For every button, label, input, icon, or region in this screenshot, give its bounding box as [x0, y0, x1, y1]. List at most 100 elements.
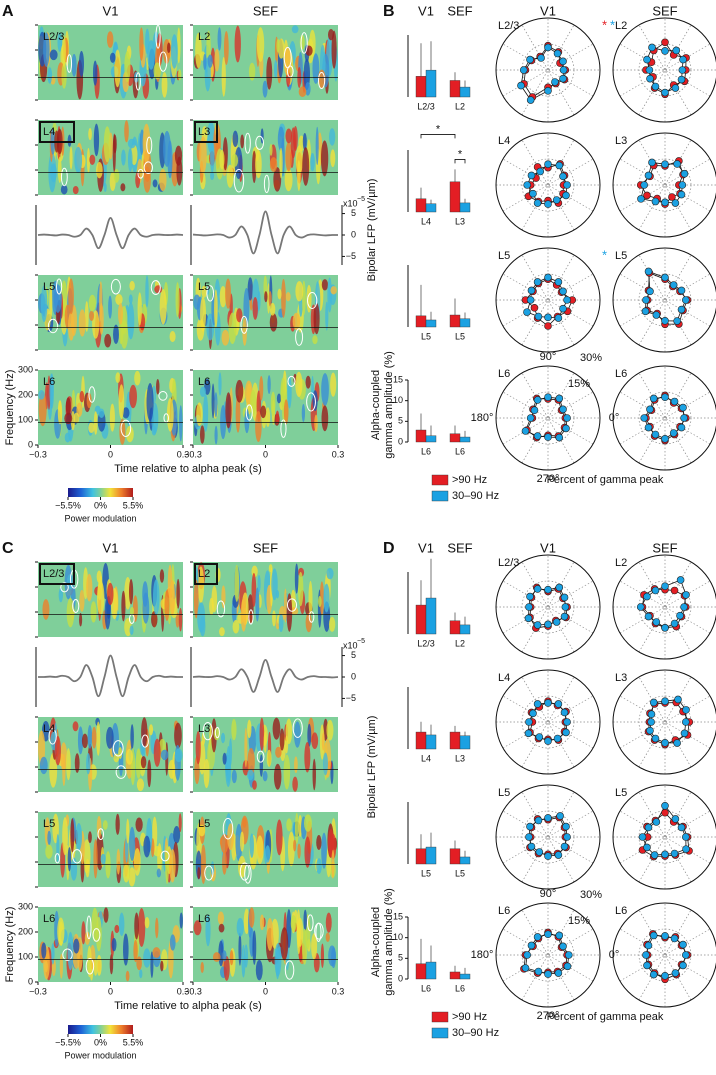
heat-blob: [128, 294, 133, 304]
heat-blob: [275, 948, 280, 980]
polar-point: [535, 848, 544, 856]
bar-category: L5: [421, 868, 431, 878]
heat-blob: [69, 146, 73, 170]
panel-label: A: [2, 3, 14, 20]
panel-label: C: [2, 540, 14, 557]
heat-blob: [129, 384, 137, 409]
heat-blob: [51, 943, 55, 965]
polar-point: [527, 941, 536, 950]
layer-label: L6: [615, 905, 627, 917]
polar-point: [559, 57, 567, 66]
heat-blob: [280, 927, 289, 961]
colorbar-label: 5.5%: [123, 500, 144, 510]
bar: [449, 848, 461, 865]
polar-point: [672, 46, 681, 55]
heat-blob: [311, 732, 319, 749]
heat-blob: [312, 758, 316, 791]
heat-blob: [193, 579, 199, 619]
polar-ring: [521, 158, 575, 212]
heat-blob: [221, 585, 226, 609]
wave-exponent: −5: [357, 196, 365, 203]
bar: [425, 435, 437, 443]
polar-point: [559, 172, 567, 181]
contour: [204, 865, 214, 881]
heat-blob: [283, 399, 289, 425]
heat-blob: [130, 724, 134, 750]
polar-point: [551, 78, 559, 86]
polar-point: [525, 718, 533, 726]
legend-label: 30–90 Hz: [452, 490, 499, 502]
heat-blob: [255, 959, 263, 981]
colorbar: [68, 488, 133, 497]
heat-blob: [157, 843, 162, 875]
polar-point: [544, 970, 552, 978]
bar-category: L6: [455, 446, 465, 456]
bar: [459, 318, 471, 328]
colorbar-label: 0%: [94, 1037, 107, 1047]
heat-blob: [133, 939, 138, 963]
polar-point: [525, 833, 533, 841]
heat-blob: [57, 156, 62, 183]
heat-blob: [222, 752, 227, 765]
bar: [459, 735, 471, 750]
heat-blob: [199, 425, 205, 444]
heat-blob: [248, 907, 255, 928]
polar-point: [671, 815, 680, 823]
heat-blob: [267, 375, 271, 395]
heat-blob: [91, 726, 97, 749]
heat-blob: [217, 911, 225, 925]
heat-blob: [223, 956, 230, 981]
polar-point: [637, 195, 645, 203]
bar: [425, 734, 437, 750]
heat-blob: [109, 52, 116, 63]
heat-blob: [203, 758, 210, 789]
heat-blob: [241, 944, 246, 978]
heat-blob: [49, 752, 58, 788]
contour: [150, 280, 161, 295]
contour: [62, 948, 73, 961]
polar-point: [661, 932, 669, 940]
heat-blob: [205, 914, 211, 947]
layer-label: L2: [198, 568, 210, 580]
contour: [307, 292, 318, 309]
bar: [425, 597, 437, 635]
heat-blob: [169, 580, 175, 617]
y-tick-label: 200: [18, 926, 33, 936]
heat-blob: [247, 719, 252, 739]
contour: [120, 419, 132, 437]
polar-point: [643, 843, 651, 852]
heat-blob: [104, 333, 112, 348]
heat-blob: [242, 817, 247, 828]
contour: [158, 391, 168, 401]
bar: [459, 202, 471, 213]
polar-point: [652, 618, 661, 626]
heat-blob: [147, 759, 152, 788]
contour: [86, 915, 92, 940]
contour: [158, 51, 168, 72]
heat-blob: [235, 395, 241, 433]
heat-blob: [70, 857, 78, 881]
heat-blob: [290, 607, 299, 616]
layer-label: L2/3: [43, 31, 64, 43]
heat-blob: [320, 943, 325, 968]
bar: [415, 604, 427, 635]
heat-blob: [330, 286, 337, 295]
polar-ring: [495, 17, 601, 123]
y-tick-label: 100: [18, 414, 33, 424]
bar: [415, 848, 427, 865]
polar-point: [544, 273, 552, 282]
heat-blob: [294, 812, 299, 845]
heat-blob: [323, 718, 329, 741]
heat-blob: [96, 815, 102, 839]
contour: [286, 598, 298, 612]
column-header: V1: [418, 3, 434, 18]
polar-point: [554, 314, 563, 322]
heat-blob: [123, 933, 129, 966]
heat-blob: [269, 302, 276, 316]
contour: [286, 65, 294, 78]
heat-blob: [265, 407, 271, 427]
heat-blob: [256, 835, 264, 865]
polar-point: [680, 414, 688, 422]
heat-blob: [144, 916, 150, 929]
polar-point: [521, 427, 530, 435]
